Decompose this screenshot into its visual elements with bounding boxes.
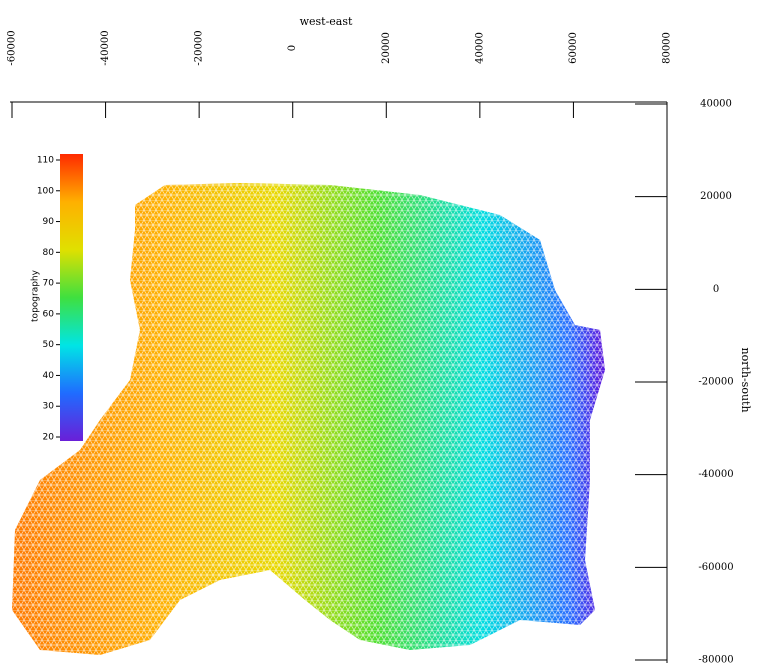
x-axis-label: west-east bbox=[300, 15, 353, 28]
y-axis-label: north-south bbox=[739, 347, 752, 412]
y-tick-label: -80000 bbox=[698, 655, 733, 663]
colorbar-tick-label: 70 bbox=[43, 279, 55, 289]
y-tick-label: 20000 bbox=[700, 191, 732, 202]
chart: west-east north-south topography -60000 -… bbox=[0, 0, 758, 663]
colorbar-tick-label: 100 bbox=[37, 186, 54, 196]
colorbar bbox=[60, 154, 83, 441]
y-tick-label: 0 bbox=[713, 284, 719, 295]
x-tick-label: -20000 bbox=[194, 30, 205, 65]
colorbar-tick-label: 80 bbox=[43, 248, 55, 258]
colorbar-tick-label: 90 bbox=[43, 217, 55, 227]
colorbar-tick-label: 30 bbox=[43, 402, 55, 412]
x-tick-label: 40000 bbox=[474, 32, 485, 64]
mesh bbox=[12, 183, 605, 655]
colorbar-label: topography bbox=[31, 269, 41, 322]
x-tick-label: -40000 bbox=[100, 30, 111, 65]
x-tick-label: -60000 bbox=[7, 30, 18, 65]
x-tick-label: 80000 bbox=[662, 32, 673, 64]
y-tick-label: -20000 bbox=[698, 377, 733, 388]
x-tick-label: 60000 bbox=[568, 32, 579, 64]
colorbar-tick-label: 110 bbox=[37, 156, 54, 166]
y-tick-label: -60000 bbox=[698, 562, 733, 573]
colorbar-tick-label: 50 bbox=[43, 340, 55, 350]
y-tick-label: -40000 bbox=[698, 469, 733, 480]
colorbar-tick-label: 40 bbox=[43, 371, 55, 381]
colorbar-tick-label: 60 bbox=[43, 309, 55, 319]
y-tick-label: 40000 bbox=[700, 99, 732, 110]
x-tick-label: 0 bbox=[287, 45, 298, 51]
x-tick-label: 20000 bbox=[381, 32, 392, 64]
colorbar-tick-label: 20 bbox=[43, 433, 55, 443]
